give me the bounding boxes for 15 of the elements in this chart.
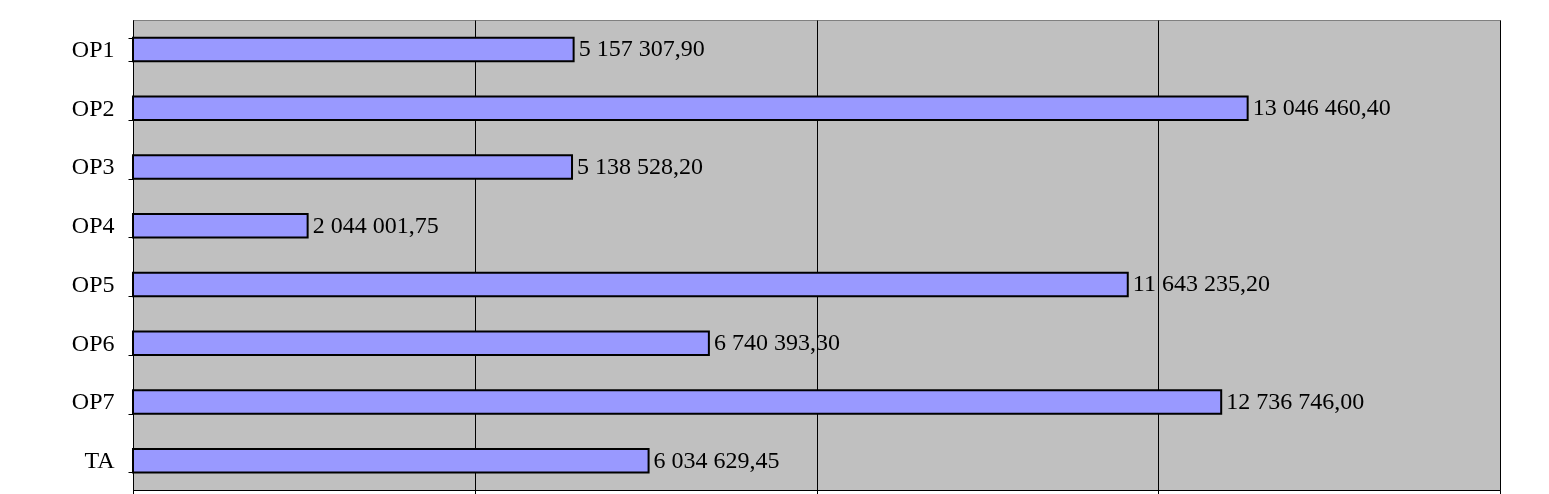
data-label: 2 044 001,75	[312, 211, 439, 238]
y-tick-label: OP6	[71, 329, 115, 356]
y-tick-label: OP2	[71, 94, 115, 121]
y-tick-label: OP1	[71, 35, 115, 62]
y-tick-label: TA	[84, 447, 116, 474]
y-tick-label: OP7	[71, 388, 115, 415]
y-tick-label: OP3	[71, 153, 115, 180]
data-label: 13 046 460,40	[1252, 94, 1391, 121]
data-label: 6 034 629,45	[653, 446, 780, 473]
y-tick-label: OP5	[71, 270, 115, 297]
data-label: 5 157 307,90	[578, 35, 705, 62]
data-label: 5 138 528,20	[577, 152, 704, 179]
y-tick-label: OP4	[71, 212, 115, 239]
data-label: 11 643 235,20	[1132, 270, 1270, 297]
data-label: 12 736 746,00	[1226, 387, 1365, 414]
